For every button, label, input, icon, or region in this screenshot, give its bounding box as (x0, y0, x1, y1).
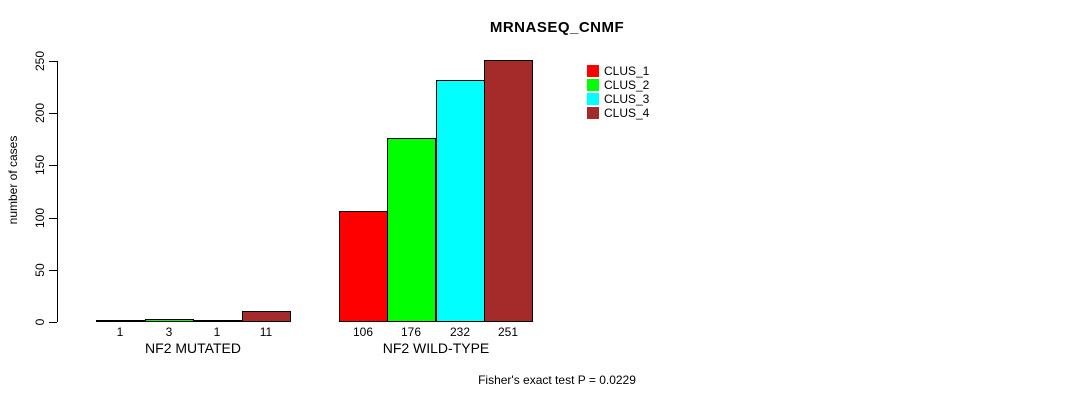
y-tick-label: 250 (33, 50, 47, 72)
bar-value-label: 1 (116, 325, 124, 339)
legend-label: CLUS_4 (604, 106, 650, 120)
legend-swatch-icon (587, 107, 599, 119)
bar-clus_2-group2 (387, 138, 436, 322)
y-tick-mark (49, 218, 57, 219)
group-label: NF2 MUTATED (145, 340, 241, 356)
legend-item: CLUS_1 (587, 64, 649, 78)
chart-title: MRNASEQ_CNMF (489, 19, 625, 36)
y-tick-mark (49, 113, 57, 114)
bar-clus_3-group2 (436, 80, 485, 322)
bar-value-label: 106 (352, 325, 374, 339)
bar-clus_4-group2 (484, 60, 533, 322)
legend-swatch-icon (587, 79, 599, 91)
legend: CLUS_1 CLUS_2 CLUS_3 CLUS_4 (587, 64, 649, 120)
bar-value-label: 1 (213, 325, 221, 339)
bar-clus_4-group1 (242, 311, 291, 322)
bar-clus_1-group2 (339, 211, 388, 322)
y-tick-mark (49, 322, 57, 323)
bar-value-label: 3 (165, 325, 173, 339)
legend-label: CLUS_2 (604, 78, 650, 92)
y-tick-mark (49, 61, 57, 62)
bar-value-label: 176 (400, 325, 422, 339)
legend-item: CLUS_3 (587, 92, 649, 106)
bar-value-label: 232 (449, 325, 471, 339)
y-tick-mark (49, 270, 57, 271)
y-axis-line (57, 61, 58, 322)
legend-item: CLUS_2 (587, 78, 649, 92)
bar-value-label: 11 (259, 325, 273, 339)
bar-value-label: 251 (497, 325, 519, 339)
y-axis-label: number of cases (6, 135, 20, 225)
legend-label: CLUS_3 (604, 92, 650, 106)
y-tick-label: 0 (33, 318, 47, 326)
y-tick-label: 150 (33, 154, 47, 176)
y-tick-label: 200 (33, 102, 47, 124)
legend-item: CLUS_4 (587, 106, 649, 120)
legend-swatch-icon (587, 65, 599, 77)
y-tick-mark (49, 165, 57, 166)
legend-label: CLUS_1 (604, 64, 650, 78)
bar-clus_3-group1 (193, 320, 242, 322)
y-tick-label: 50 (33, 263, 47, 277)
legend-swatch-icon (587, 93, 599, 105)
caption-text: Fisher's exact test P = 0.0229 (478, 373, 636, 387)
group-label: NF2 WILD-TYPE (382, 340, 490, 356)
bar-clus_1-group1 (96, 320, 145, 322)
bar-clus_2-group1 (145, 319, 194, 322)
y-tick-label: 100 (33, 207, 47, 229)
